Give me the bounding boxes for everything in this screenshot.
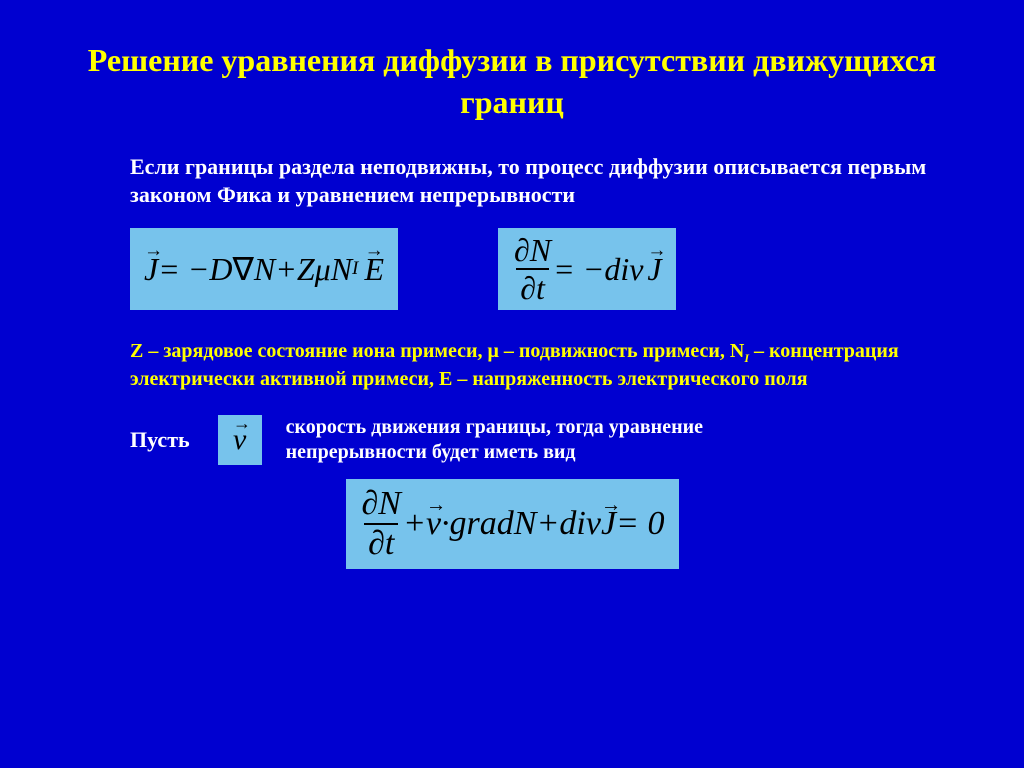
flux-mu: μ xyxy=(315,251,331,288)
mb-grad: gradN xyxy=(450,505,537,543)
moving-boundary-equation: ∂N ∂t + →v · gradN + div →J = 0 xyxy=(346,479,679,569)
slide: Решение уравнения диффузии в присутствии… xyxy=(0,0,1024,768)
flux-plus: + xyxy=(275,251,297,288)
equation-row-1: →J = − D ∇ N + Z μ NI →E ∂N ∂t = − div →… xyxy=(0,228,1024,310)
cont-dt: ∂t xyxy=(516,268,549,304)
flux-nabla: ∇ xyxy=(233,250,254,288)
flux-NI: N xyxy=(331,251,352,288)
flux-NI-sub: I xyxy=(352,258,358,280)
mb-eq0: = 0 xyxy=(616,505,664,543)
continuity-equation: ∂N ∂t = − div →J xyxy=(498,228,676,310)
mb-dN: ∂N xyxy=(360,487,403,523)
moving-boundary-row: ∂N ∂t + →v · gradN + div →J = 0 xyxy=(0,465,1024,569)
mb-div: div xyxy=(559,505,601,543)
cont-dN: ∂N xyxy=(512,234,553,268)
flux-Z: Z xyxy=(297,251,315,288)
velocity-symbol: →v xyxy=(218,415,262,465)
flux-equation: →J = − D ∇ N + Z μ NI →E xyxy=(130,228,398,310)
let-row: Пусть →v скорость движения границы, тогд… xyxy=(0,415,1024,465)
let-label: Пусть xyxy=(130,427,190,453)
flux-D: D xyxy=(209,251,232,288)
slide-title: Решение уравнения диффузии в присутствии… xyxy=(0,0,1024,123)
flux-N: N xyxy=(254,251,275,288)
mb-dt: ∂t xyxy=(364,523,398,561)
cont-div: div xyxy=(604,251,643,288)
mb-plus2: + xyxy=(536,505,559,543)
cont-eq: = − xyxy=(553,251,604,288)
let-text: скорость движения границы, тогда уравнен… xyxy=(286,415,846,465)
flux-eq: = − xyxy=(158,251,209,288)
def-part1: Z – зарядовое состояние иона примеси, μ … xyxy=(130,340,744,362)
mb-plus1: + xyxy=(403,505,426,543)
variable-definitions: Z – зарядовое состояние иона примеси, μ … xyxy=(0,338,1024,393)
intro-paragraph: Если границы раздела неподвижны, то проц… xyxy=(0,153,1024,208)
